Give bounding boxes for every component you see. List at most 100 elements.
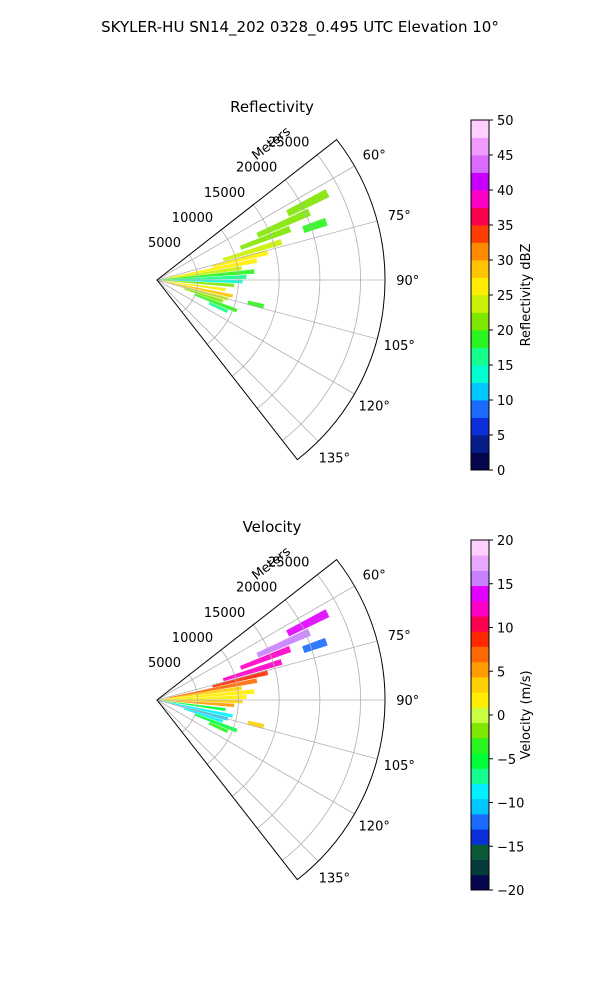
reflectivity-colorbar-band-2 — [471, 417, 489, 436]
velocity-echo-2 — [239, 645, 292, 670]
velocity-colorbar-band-14 — [471, 661, 489, 678]
reflectivity-range-ring-2 — [231, 204, 280, 377]
velocity-angle-tick-label-4: 120° — [359, 819, 390, 834]
reflectivity-radial-tick-label-0: 5000 — [148, 236, 181, 251]
reflectivity-colorbar-tick-label-6: 30 — [497, 254, 514, 269]
reflectivity-echo-1 — [256, 208, 311, 238]
reflectivity-echo-6 — [168, 258, 258, 278]
reflectivity-colorbar-band-4 — [471, 382, 489, 401]
reflectivity-colorbar-tick-label-7: 35 — [497, 219, 514, 234]
velocity-colorbar-tick-label-3: −5 — [497, 753, 516, 768]
reflectivity-colorbar-band-12 — [471, 242, 489, 261]
velocity-echo-9 — [161, 694, 247, 700]
velocity-colorbar-tick-label-0: −20 — [497, 884, 524, 899]
reflectivity-angle-tick-label-0: 60° — [363, 149, 386, 164]
velocity-azimuth-line-0 — [156, 585, 355, 701]
reflectivity-range-ring-3 — [257, 179, 321, 409]
reflectivity-echo-0 — [286, 189, 330, 217]
velocity-echo-7 — [165, 686, 242, 700]
reflectivity-radial-tick-label-3: 20000 — [236, 161, 277, 176]
velocity-range-ring-2 — [231, 624, 280, 797]
reflectivity-radial-tick-label-2: 15000 — [204, 186, 245, 201]
figure-suptitle: SKYLER-HU SN14_202 0328_0.495 UTC Elevat… — [101, 18, 499, 37]
reflectivity-colorbar-label: Reflectivity dBZ — [519, 244, 534, 347]
reflectivity-echo-12 — [161, 280, 226, 292]
reflectivity-colorbar-band-0 — [471, 452, 489, 471]
reflectivity-colorbar-band-11 — [471, 260, 489, 278]
velocity-echo-12 — [161, 700, 226, 712]
reflectivity-colorbar-band-17 — [471, 155, 489, 173]
reflectivity-azimuth-line-1 — [156, 220, 378, 281]
velocity-colorbar-band-16 — [471, 631, 489, 647]
velocity-colorbar-band-8 — [471, 753, 489, 769]
velocity-echo-16 — [194, 713, 238, 733]
velocity-colorbar-label: Velocity (m/s) — [519, 670, 534, 759]
velocity-radial-tick-label-3: 20000 — [236, 581, 277, 596]
velocity-colorbar-tick-label-7: 15 — [497, 578, 514, 593]
velocity-sector-frame — [156, 558, 386, 881]
reflectivity-echo-16 — [194, 293, 238, 313]
reflectivity-echo-4 — [222, 239, 283, 262]
velocity-range-ring-0 — [181, 674, 199, 733]
reflectivity-colorbar-tick-label-1: 5 — [497, 429, 505, 444]
velocity-colorbar-tick-label-5: 5 — [497, 665, 505, 680]
reflectivity-echo-3 — [302, 217, 328, 233]
velocity-colorbar-band-21 — [471, 555, 489, 571]
reflectivity-colorbar-band-19 — [471, 120, 489, 138]
reflectivity-colorbar-tick-label-10: 50 — [497, 114, 514, 129]
velocity-colorbar-band-1 — [471, 859, 489, 876]
velocity-colorbar-band-6 — [471, 783, 489, 800]
velocity-radial-tick-label-1: 10000 — [172, 631, 213, 646]
reflectivity-azimuth-line-5 — [156, 279, 319, 442]
velocity-colorbar-band-0 — [471, 874, 489, 891]
reflectivity-colorbar-band-6 — [471, 347, 489, 366]
reflectivity-colorbar-tick-label-3: 15 — [497, 359, 514, 374]
reflectivity-colorbar-band-7 — [471, 330, 489, 348]
reflectivity-colorbar-band-5 — [471, 365, 489, 383]
velocity-range-ring-1 — [206, 649, 239, 765]
reflectivity-azimuth-line-4 — [156, 279, 355, 395]
reflectivity-colorbar-band-8 — [471, 312, 489, 331]
velocity-grid — [156, 574, 385, 862]
velocity-echo-17 — [208, 721, 229, 734]
velocity-colorbar-band-22 — [471, 540, 489, 556]
reflectivity-range-ring-1 — [206, 229, 239, 345]
velocity-echo-15 — [183, 708, 224, 723]
reflectivity-colorbar-tick-label-8: 40 — [497, 184, 514, 199]
reflectivity-title: Reflectivity — [230, 98, 314, 116]
velocity-colorbar-band-5 — [471, 798, 489, 815]
reflectivity-radial-tick-label-4: 25000 — [268, 136, 309, 151]
reflectivity-echo-8 — [161, 269, 255, 280]
velocity-colorbar-band-15 — [471, 646, 489, 663]
reflectivity-angle-tick-label-4: 120° — [359, 399, 390, 414]
velocity-colorbar: −20 −15 −10 −5 0 5 10 15 20 — [470, 534, 524, 899]
velocity-radial-tick-label-0: 5000 — [148, 656, 181, 671]
velocity-angle-tick-label-5: 135° — [319, 871, 350, 886]
reflectivity-colorbar-band-15 — [471, 190, 489, 208]
velocity-azimuth-line-1 — [156, 640, 378, 701]
velocity-azimuth-line-3 — [156, 699, 378, 760]
reflectivity-echo-18 — [247, 300, 265, 310]
velocity-colorbar-tick-label-6: 10 — [497, 622, 514, 637]
velocity-colorbar-band-17 — [471, 616, 489, 632]
reflectivity-echoes — [160, 189, 330, 314]
velocity-colorbar-band-7 — [471, 768, 489, 784]
reflectivity-colorbar-band-18 — [471, 137, 489, 156]
reflectivity-colorbar-band-14 — [471, 207, 489, 226]
velocity-azimuth-line-4 — [156, 699, 355, 815]
velocity-colorbar-band-11 — [471, 707, 489, 724]
velocity-echo-4 — [222, 659, 283, 682]
reflectivity-echo-17 — [208, 301, 229, 314]
velocity-colorbar-band-18 — [471, 600, 489, 617]
reflectivity-colorbar-band-10 — [471, 277, 489, 296]
velocity-colorbar-tick-label-2: −10 — [497, 797, 524, 812]
velocity-range-ring-4 — [282, 574, 361, 861]
velocity-angle-tick-label-1: 75° — [388, 629, 411, 644]
velocity-echo-18 — [247, 720, 265, 730]
velocity-tick-labels: 5000 10000 15000 20000 25000 60° 75° 90° 105° 120… — [148, 556, 419, 887]
velocity-colorbar-band-13 — [471, 676, 489, 693]
velocity-colorbar-band-3 — [471, 829, 489, 845]
reflectivity-panel: Reflectivity 5000 10000 15000 20000 25000 60°… — [148, 98, 534, 479]
velocity-radial-tick-label-2: 15000 — [204, 606, 245, 621]
